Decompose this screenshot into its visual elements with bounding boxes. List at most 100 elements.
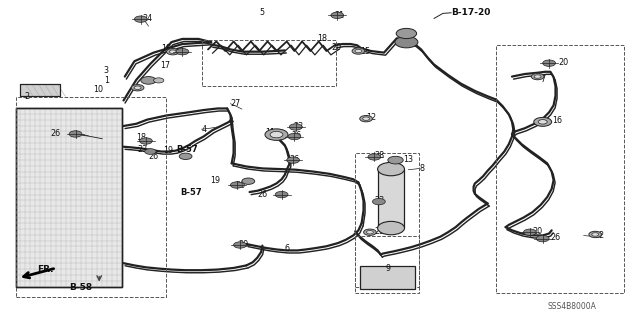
Circle shape — [367, 231, 373, 234]
Bar — [16, 108, 122, 287]
Circle shape — [145, 149, 156, 154]
Circle shape — [141, 77, 156, 84]
Circle shape — [234, 242, 246, 248]
Circle shape — [230, 182, 243, 188]
Circle shape — [176, 48, 189, 55]
Circle shape — [179, 153, 192, 160]
Circle shape — [288, 133, 301, 140]
Text: 18: 18 — [136, 133, 146, 142]
Circle shape — [170, 50, 176, 53]
Text: 1: 1 — [104, 76, 109, 85]
Circle shape — [275, 191, 288, 198]
Circle shape — [531, 73, 544, 80]
Text: B-57: B-57 — [176, 145, 198, 154]
Bar — [202, 40, 336, 86]
Circle shape — [536, 235, 549, 242]
Text: 26: 26 — [50, 129, 60, 138]
Text: 21: 21 — [334, 11, 344, 20]
Text: 19: 19 — [163, 146, 173, 155]
Circle shape — [355, 49, 362, 53]
Circle shape — [270, 131, 283, 138]
Text: 20: 20 — [332, 43, 342, 52]
Text: 23: 23 — [138, 145, 148, 154]
Bar — [20, 84, 60, 96]
Circle shape — [396, 28, 417, 39]
Text: 10: 10 — [93, 85, 103, 94]
Circle shape — [131, 85, 144, 91]
Text: B-57: B-57 — [180, 188, 202, 197]
Circle shape — [134, 86, 141, 89]
Text: FR.: FR. — [37, 265, 54, 274]
Bar — [355, 153, 419, 287]
Bar — [378, 169, 404, 228]
Text: 24: 24 — [142, 14, 152, 23]
Circle shape — [154, 78, 164, 83]
Text: 12: 12 — [594, 231, 604, 240]
Bar — [16, 108, 122, 287]
Circle shape — [368, 154, 381, 160]
Text: 11: 11 — [266, 128, 276, 137]
Bar — [496, 45, 624, 293]
Text: 3: 3 — [104, 66, 109, 75]
Bar — [20, 84, 60, 96]
Text: 20: 20 — [558, 58, 568, 67]
Circle shape — [364, 229, 376, 235]
Circle shape — [140, 138, 152, 144]
Text: 26: 26 — [148, 152, 159, 161]
Circle shape — [543, 60, 556, 66]
Text: 23: 23 — [374, 196, 385, 205]
Text: 4: 4 — [202, 125, 207, 134]
Text: 7: 7 — [541, 75, 546, 84]
Text: 8: 8 — [419, 164, 424, 173]
Text: 20: 20 — [238, 240, 248, 249]
Text: 6: 6 — [285, 244, 290, 253]
Bar — [16, 97, 166, 297]
Circle shape — [538, 120, 547, 124]
Circle shape — [592, 233, 598, 236]
Text: 26: 26 — [550, 233, 561, 242]
Circle shape — [534, 75, 541, 78]
Text: 20: 20 — [532, 227, 543, 236]
Text: 19: 19 — [210, 176, 220, 185]
Text: 9: 9 — [385, 264, 390, 273]
Circle shape — [395, 36, 418, 48]
Text: 26: 26 — [291, 131, 301, 140]
Circle shape — [360, 115, 372, 122]
Circle shape — [265, 129, 288, 140]
Text: 2: 2 — [24, 92, 29, 101]
Text: 20: 20 — [236, 181, 246, 190]
Circle shape — [166, 48, 179, 55]
Circle shape — [287, 157, 300, 163]
Bar — [360, 266, 415, 289]
Circle shape — [289, 124, 302, 130]
Circle shape — [524, 229, 536, 235]
Text: 18: 18 — [317, 34, 327, 43]
Circle shape — [378, 162, 404, 176]
Circle shape — [134, 16, 147, 22]
Text: 27: 27 — [230, 99, 241, 108]
Text: 13: 13 — [403, 155, 413, 164]
Text: 16: 16 — [552, 116, 562, 125]
Text: B-17-20: B-17-20 — [451, 8, 491, 17]
Text: 17: 17 — [160, 61, 170, 70]
Circle shape — [372, 198, 385, 205]
Circle shape — [352, 48, 365, 54]
Text: 15: 15 — [360, 47, 370, 56]
Text: 28: 28 — [374, 151, 385, 160]
Circle shape — [589, 231, 602, 238]
Circle shape — [69, 131, 82, 137]
Circle shape — [242, 178, 255, 184]
Text: 26: 26 — [257, 190, 268, 199]
Text: SSS4B8000A: SSS4B8000A — [547, 302, 596, 311]
Bar — [355, 236, 419, 293]
Text: 25: 25 — [374, 227, 385, 236]
Text: 23: 23 — [293, 122, 303, 130]
Text: 18: 18 — [161, 44, 172, 53]
Circle shape — [331, 12, 344, 19]
Text: 26: 26 — [289, 155, 300, 164]
Text: 5: 5 — [259, 8, 264, 17]
Text: B-58: B-58 — [69, 283, 92, 292]
Circle shape — [378, 221, 404, 235]
Circle shape — [363, 117, 369, 120]
Circle shape — [388, 156, 403, 164]
